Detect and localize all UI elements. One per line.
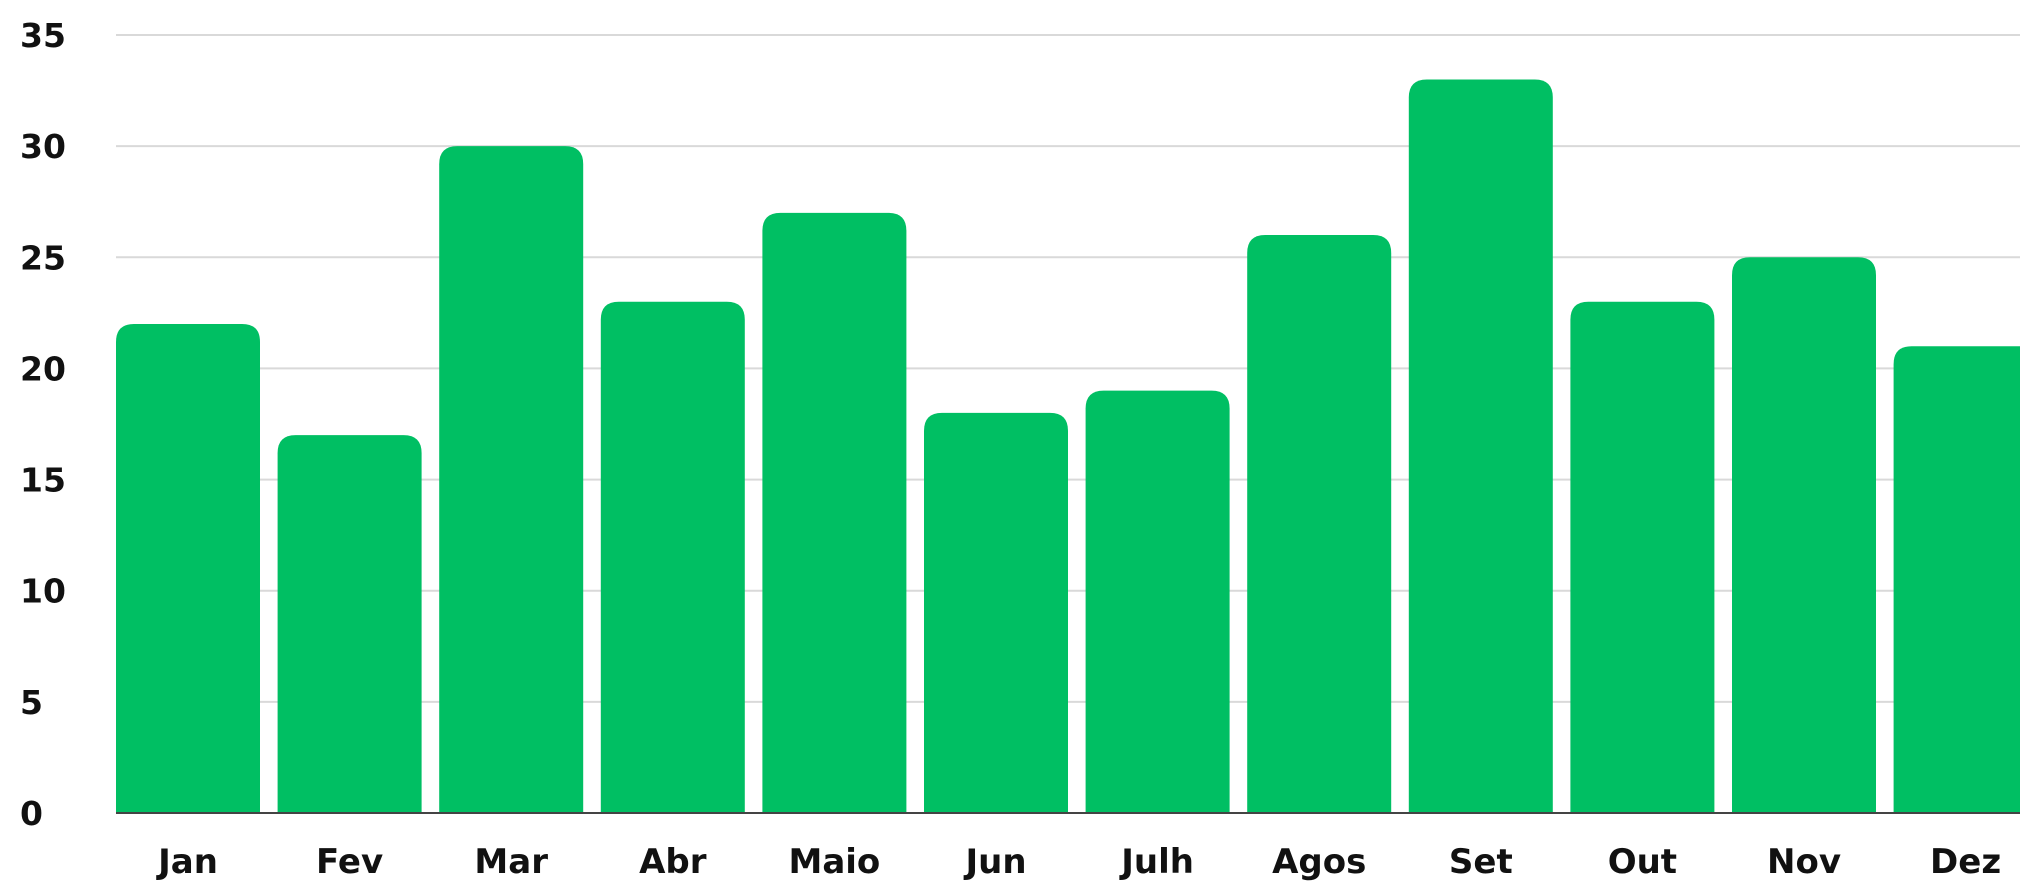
y-tick-label: 30 (20, 127, 66, 166)
x-tick-label: Jun (963, 842, 1026, 882)
y-tick-label: 0 (20, 794, 43, 833)
bar-fev (277, 435, 422, 813)
x-tick-label: Jan (156, 842, 218, 882)
bar-out (1570, 301, 1715, 813)
y-tick-label: 35 (20, 16, 66, 55)
bar-jan (116, 323, 260, 813)
bar-maio (762, 212, 907, 814)
bar-dez (1893, 346, 2020, 813)
y-tick-label: 15 (20, 461, 66, 500)
bar-agos (1247, 235, 1392, 814)
bars (116, 79, 2020, 814)
x-tick-labels: Jan Fev Mar Abr Maio Jun Julh Agos Set Out Nov Dez (156, 842, 2001, 882)
y-tick-label: 5 (20, 683, 43, 722)
x-tick-label: Set (1449, 842, 1513, 882)
x-tick-label: Mar (474, 842, 548, 882)
x-tick-label: Dez (1930, 842, 2001, 882)
x-tick-label: Out (1608, 842, 1677, 882)
y-tick-label: 10 (20, 572, 66, 611)
bar-abr (600, 301, 745, 813)
bar-mar (439, 146, 584, 814)
x-tick-label: Agos (1272, 842, 1366, 882)
y-tick-label: 20 (20, 349, 66, 388)
y-tick-label: 25 (20, 238, 66, 277)
x-tick-label: Julh (1119, 842, 1194, 882)
bar-jun (924, 412, 1068, 813)
x-tick-label: Nov (1767, 842, 1841, 882)
bar-nov (1732, 257, 1876, 813)
x-tick-label: Abr (639, 842, 707, 882)
bar-julh (1085, 390, 1230, 813)
bar-set (1408, 79, 1553, 813)
x-tick-label: Fev (316, 842, 383, 882)
y-tick-labels: 0 5 10 15 20 25 30 35 (20, 16, 66, 833)
x-tick-label: Maio (789, 842, 881, 882)
